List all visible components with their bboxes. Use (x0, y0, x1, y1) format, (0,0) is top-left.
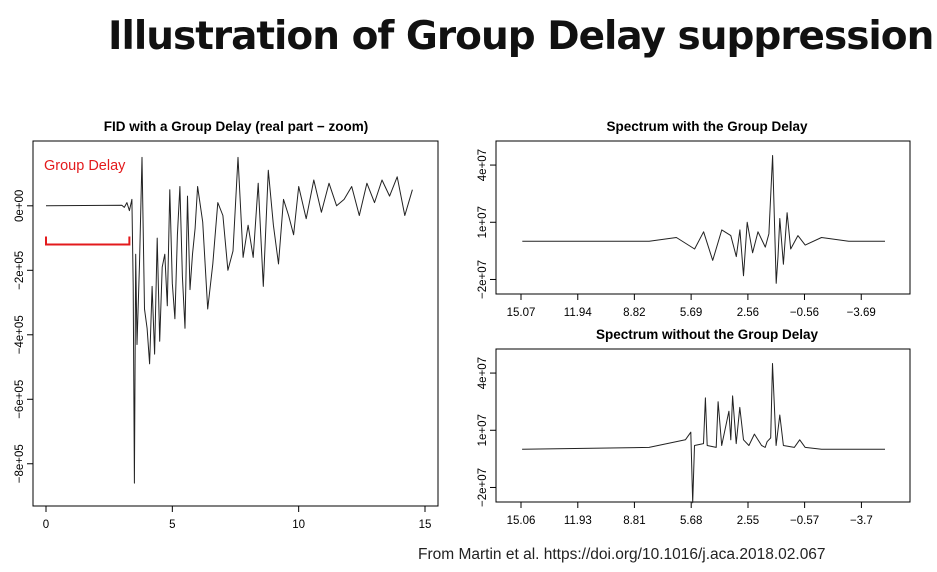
spectrum-without-gd-series (522, 363, 885, 504)
y-tick-label: −2e+05 (14, 251, 26, 290)
group-delay-bracket-line (45, 236, 131, 246)
y-tick-label: 0e+00 (14, 190, 26, 222)
fid-y-ticks: 0e+00 −2e+05 −4e+05 −6e+05 −8e+05 (14, 190, 33, 483)
spectrum-without-gd-chart: Spectrum without the Group Delay 15.06 11… (477, 327, 911, 527)
series-line (45, 156, 413, 484)
fid-x-ticks: 0 5 10 15 (43, 506, 432, 531)
x-tick-label: 8.82 (623, 307, 645, 319)
x-tick-label: 15.06 (507, 515, 536, 527)
x-tick-label: −0.56 (790, 307, 819, 319)
y-tick-label: −8e+05 (14, 444, 26, 483)
fid-group-delay-bracket: Group Delay (44, 158, 131, 246)
fid-plot-box (32, 140, 439, 507)
x-tick-label: 11.93 (564, 515, 592, 527)
spectrum-without-gd-y-ticks: −2e+07 1e+07 4e+07 (477, 357, 496, 507)
y-tick-label: 4e+07 (477, 149, 489, 181)
spectrum-without-gd-plot-box (495, 348, 911, 503)
x-tick-label: −0.57 (790, 515, 819, 527)
x-tick-label: 5.68 (680, 515, 702, 527)
series-line (522, 363, 885, 504)
x-tick-label: 15.07 (507, 307, 536, 319)
x-tick-label: −3.69 (847, 307, 876, 319)
x-tick-label: 2.56 (737, 307, 759, 319)
x-tick-label: −3.7 (850, 515, 873, 527)
slide-title: Illustration of Group Delay suppression (108, 14, 934, 59)
spectrum-with-gd-x-ticks: 15.07 11.94 8.82 5.69 2.56 −0.56 −3.69 (507, 294, 876, 319)
y-tick-label: 4e+07 (477, 357, 489, 389)
spectrum-with-gd-title: Spectrum with the Group Delay (606, 119, 808, 134)
x-tick-label: 0 (43, 519, 49, 531)
y-tick-label: 1e+07 (477, 206, 489, 238)
x-tick-label: 5 (169, 519, 175, 531)
x-tick-label: 10 (292, 519, 305, 531)
spectrum-with-gd-series (522, 155, 885, 284)
spectrum-with-gd-chart: Spectrum with the Group Delay 15.07 11.94… (477, 119, 911, 319)
spectrum-with-gd-y-ticks: −2e+07 1e+07 4e+07 (477, 149, 496, 299)
citation: From Martin et al. https://doi.org/10.10… (418, 546, 826, 563)
spectrum-with-gd-plot-box (495, 140, 911, 295)
spectrum-without-gd-title: Spectrum without the Group Delay (596, 327, 819, 342)
x-tick-label: 8.81 (623, 515, 645, 527)
fid-series (45, 156, 413, 484)
x-tick-label: 2.55 (737, 515, 759, 527)
x-tick-label: 5.69 (680, 307, 702, 319)
y-tick-label: −4e+05 (14, 315, 26, 354)
y-tick-label: −2e+07 (477, 260, 489, 299)
y-tick-label: 1e+07 (477, 414, 489, 446)
x-tick-label: 15 (419, 519, 432, 531)
y-tick-label: −6e+05 (14, 380, 26, 419)
group-delay-label: Group Delay (44, 158, 126, 174)
series-line (522, 155, 885, 284)
spectrum-without-gd-x-ticks: 15.06 11.93 8.81 5.68 2.55 −0.57 −3.7 (507, 502, 873, 527)
x-tick-label: 11.94 (564, 307, 593, 319)
fid-chart-title: FID with a Group Delay (real part − zoom… (104, 119, 368, 134)
y-tick-label: −2e+07 (477, 468, 489, 507)
fid-chart: FID with a Group Delay (real part − zoom… (14, 119, 439, 531)
